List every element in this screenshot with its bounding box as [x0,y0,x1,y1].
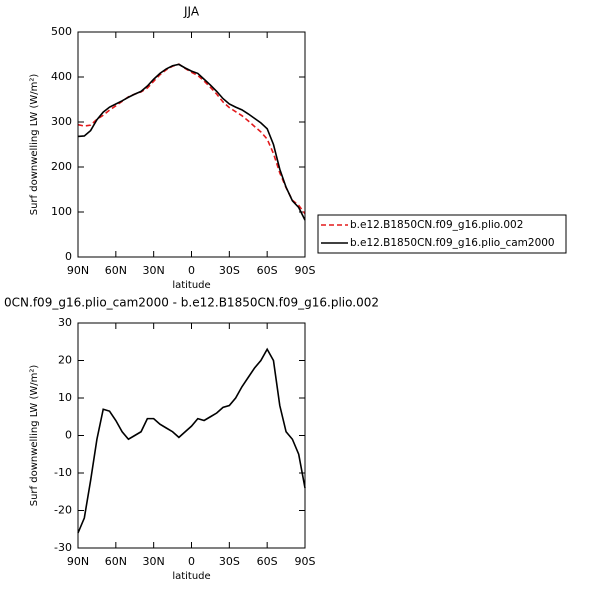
plot-frame [77,31,306,258]
x-tick-label: 30S [219,264,240,277]
y-tick-label: -30 [54,541,72,554]
x-tick-label: 0 [188,555,195,568]
x-tick-label: 90S [295,264,316,277]
y-tick-label: 300 [51,115,72,128]
x-tick-label: 0 [188,264,195,277]
x-tick-label: 60N [105,555,127,568]
plot-frame [77,322,306,549]
y-tick-label: 0 [65,429,72,442]
legend-label: b.e12.B1850CN.f09_g16.plio_cam2000 [350,237,555,249]
y-tick-label: 100 [51,205,72,218]
chart-title: 0CN.f09_g16.plio_cam2000 - b.e12.B1850CN… [4,296,379,310]
y-tick-label: 10 [58,391,72,404]
x-tick-label: 30N [143,264,165,277]
data-line [77,63,306,215]
x-tick-label: 60S [257,264,278,277]
x-tick-label: 60S [257,555,278,568]
y-tick-label: 400 [51,70,72,83]
x-tick-label: 60N [105,264,127,277]
legend-label: b.e12.B1850CN.f09_g16.plio.002 [350,219,523,231]
x-tick-label: 90S [295,555,316,568]
y-tick-label: 0 [65,250,72,263]
chart-title: JJA [183,5,200,19]
y-tick-label: -20 [54,504,72,517]
x-tick-label: 30S [219,555,240,568]
y-tick-label: 500 [51,25,72,38]
x-tick-label: 90N [67,264,89,277]
y-tick-label: -10 [54,466,72,479]
x-axis-label: latitude [172,571,210,582]
y-axis-label: Surf downwelling LW (W/m²) [29,74,40,216]
y-tick-label: 20 [58,354,72,367]
data-line [77,347,306,534]
x-axis-label: latitude [172,280,210,291]
data-line [77,63,306,221]
x-tick-label: 30N [143,555,165,568]
y-axis-label: Surf downwelling LW (W/m²) [29,365,40,507]
legend-box [317,214,567,254]
x-tick-label: 90N [67,555,89,568]
y-tick-label: 30 [58,316,72,329]
y-tick-label: 200 [51,160,72,173]
